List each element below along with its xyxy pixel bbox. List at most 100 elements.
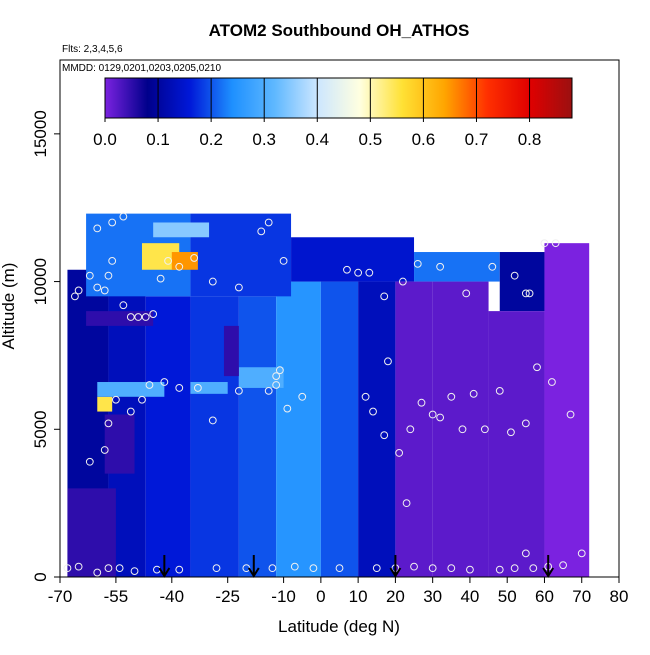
observation-points bbox=[63, 212, 586, 577]
field-cell bbox=[86, 311, 154, 326]
observation-point bbox=[93, 224, 102, 233]
x-tick-label: 70 bbox=[572, 587, 591, 606]
observation-point bbox=[521, 419, 530, 428]
observation-point bbox=[354, 268, 363, 277]
observation-point bbox=[380, 431, 389, 440]
observation-point bbox=[298, 392, 307, 401]
observation-point bbox=[480, 425, 489, 434]
observation-point bbox=[160, 378, 169, 386]
field-cell bbox=[223, 325, 239, 377]
observation-point bbox=[495, 565, 504, 574]
observation-point bbox=[212, 564, 221, 573]
observation-point bbox=[436, 413, 445, 422]
observation-point bbox=[100, 286, 109, 295]
observation-point bbox=[175, 384, 184, 392]
observation-point bbox=[488, 262, 497, 271]
field-cell bbox=[544, 243, 590, 577]
field-cell bbox=[358, 281, 396, 577]
x-tick-label: -70 bbox=[48, 587, 73, 606]
flight-arrow bbox=[158, 555, 171, 578]
observation-point bbox=[112, 395, 120, 404]
colorbar-tick-label: 0.7 bbox=[465, 130, 489, 149]
observation-point bbox=[384, 357, 392, 366]
observation-point bbox=[190, 254, 199, 262]
flight-arrow-head bbox=[158, 567, 171, 578]
observation-point bbox=[507, 428, 515, 437]
observation-point bbox=[63, 564, 72, 573]
data-field bbox=[67, 213, 590, 577]
field-cell bbox=[67, 488, 116, 577]
dates-label: MMDD: 0129,0201,0203,0205,0210 bbox=[62, 63, 221, 74]
y-tick-label: 5000 bbox=[31, 410, 50, 448]
x-tick-label: 60 bbox=[535, 587, 554, 606]
field-cell bbox=[145, 296, 191, 577]
observation-point bbox=[510, 271, 519, 280]
x-tick-label: 50 bbox=[498, 587, 517, 606]
observation-point bbox=[402, 499, 411, 508]
field-cell bbox=[320, 281, 359, 577]
observation-point bbox=[175, 262, 184, 271]
observation-point bbox=[119, 301, 128, 310]
observation-point bbox=[234, 283, 243, 292]
observation-point bbox=[335, 564, 344, 573]
observation-point bbox=[369, 407, 377, 416]
observation-point bbox=[495, 386, 504, 395]
observation-point bbox=[126, 407, 135, 416]
observation-point bbox=[398, 277, 407, 286]
field-cell bbox=[291, 237, 415, 282]
x-tick-label: 40 bbox=[460, 587, 479, 606]
observation-point bbox=[525, 289, 534, 298]
observation-point bbox=[119, 212, 128, 221]
chart-title: ATOM2 Southbound OH_ATHOS bbox=[209, 21, 470, 40]
observation-point bbox=[272, 372, 281, 381]
x-tick-label: 30 bbox=[423, 587, 442, 606]
x-tick-label: -25 bbox=[215, 587, 240, 606]
observation-point bbox=[447, 392, 456, 401]
observation-point bbox=[264, 218, 273, 227]
observation-point bbox=[559, 561, 567, 570]
observation-point bbox=[577, 549, 586, 558]
observation-point bbox=[138, 395, 146, 404]
field-cell bbox=[414, 252, 500, 282]
observation-point bbox=[406, 425, 415, 434]
x-tick-label: 10 bbox=[349, 587, 368, 606]
observation-point bbox=[85, 457, 94, 466]
x-tick-label: -10 bbox=[271, 587, 296, 606]
field-cell bbox=[488, 311, 545, 577]
observation-point bbox=[510, 564, 519, 573]
x-tick-label: 20 bbox=[386, 587, 405, 606]
observation-point bbox=[100, 446, 109, 454]
observation-point bbox=[428, 410, 437, 419]
x-tick-label: 80 bbox=[610, 587, 629, 606]
observation-point bbox=[141, 313, 150, 321]
observation-point bbox=[365, 268, 374, 277]
flight-arrow-head bbox=[247, 567, 260, 578]
observation-point bbox=[104, 419, 113, 428]
observation-point bbox=[410, 562, 418, 571]
observation-point bbox=[108, 256, 117, 265]
colorbar-tick-label: 0.3 bbox=[252, 130, 276, 149]
observation-point bbox=[104, 271, 113, 280]
observation-point bbox=[193, 384, 202, 392]
flight-arrow-head bbox=[389, 567, 402, 578]
observation-point bbox=[164, 256, 172, 265]
observation-point bbox=[279, 256, 288, 265]
flight-arrow bbox=[247, 555, 260, 578]
observation-point bbox=[436, 262, 445, 271]
field-cell bbox=[104, 414, 135, 474]
observation-point bbox=[283, 404, 292, 413]
observation-point bbox=[466, 565, 474, 574]
field-cell bbox=[153, 222, 210, 238]
observation-point bbox=[413, 259, 422, 268]
colorbar-tick-label: 0.2 bbox=[199, 130, 223, 149]
observation-point bbox=[417, 398, 426, 407]
observation-point bbox=[130, 567, 139, 575]
observation-point bbox=[272, 381, 281, 389]
flight-arrow bbox=[542, 555, 555, 578]
observation-point bbox=[264, 386, 273, 395]
observation-point bbox=[372, 564, 381, 573]
observation-point bbox=[380, 292, 389, 301]
observation-point bbox=[134, 313, 143, 321]
